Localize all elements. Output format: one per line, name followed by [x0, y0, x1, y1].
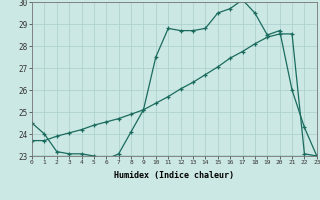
- X-axis label: Humidex (Indice chaleur): Humidex (Indice chaleur): [115, 171, 234, 180]
